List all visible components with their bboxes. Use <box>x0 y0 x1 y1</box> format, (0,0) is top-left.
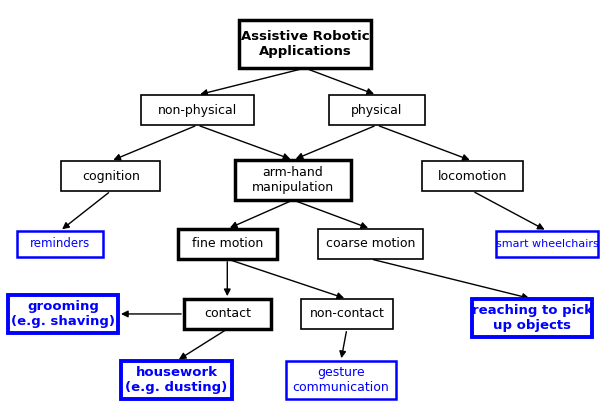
FancyBboxPatch shape <box>184 299 271 329</box>
FancyBboxPatch shape <box>178 229 276 259</box>
Text: fine motion: fine motion <box>192 237 263 251</box>
FancyBboxPatch shape <box>16 231 103 257</box>
Text: non-physical: non-physical <box>158 104 237 117</box>
FancyBboxPatch shape <box>318 229 423 259</box>
FancyBboxPatch shape <box>62 161 160 191</box>
Text: physical: physical <box>351 104 403 117</box>
Text: coarse motion: coarse motion <box>326 237 415 251</box>
FancyBboxPatch shape <box>301 299 393 329</box>
FancyBboxPatch shape <box>121 361 232 399</box>
Text: non-contact: non-contact <box>309 308 384 320</box>
Text: smart wheelchairs: smart wheelchairs <box>496 239 598 249</box>
Text: housework
(e.g. dusting): housework (e.g. dusting) <box>125 366 228 394</box>
FancyBboxPatch shape <box>329 95 425 125</box>
FancyBboxPatch shape <box>497 231 598 257</box>
FancyBboxPatch shape <box>472 299 592 337</box>
FancyBboxPatch shape <box>285 361 396 399</box>
FancyBboxPatch shape <box>422 161 523 191</box>
Text: gesture
communication: gesture communication <box>292 366 389 394</box>
FancyBboxPatch shape <box>235 160 351 200</box>
Text: reminders: reminders <box>30 237 90 251</box>
FancyBboxPatch shape <box>239 20 371 68</box>
FancyBboxPatch shape <box>140 95 254 125</box>
Text: grooming
(e.g. shaving): grooming (e.g. shaving) <box>11 300 115 328</box>
Text: cognition: cognition <box>82 169 140 182</box>
Text: contact: contact <box>204 308 251 320</box>
Text: reaching to pick
up objects: reaching to pick up objects <box>472 304 593 332</box>
FancyBboxPatch shape <box>7 295 118 333</box>
Text: locomotion: locomotion <box>438 169 507 182</box>
Text: Assistive Robotic
Applications: Assistive Robotic Applications <box>241 30 369 58</box>
Text: arm-hand
manipulation: arm-hand manipulation <box>252 166 334 194</box>
